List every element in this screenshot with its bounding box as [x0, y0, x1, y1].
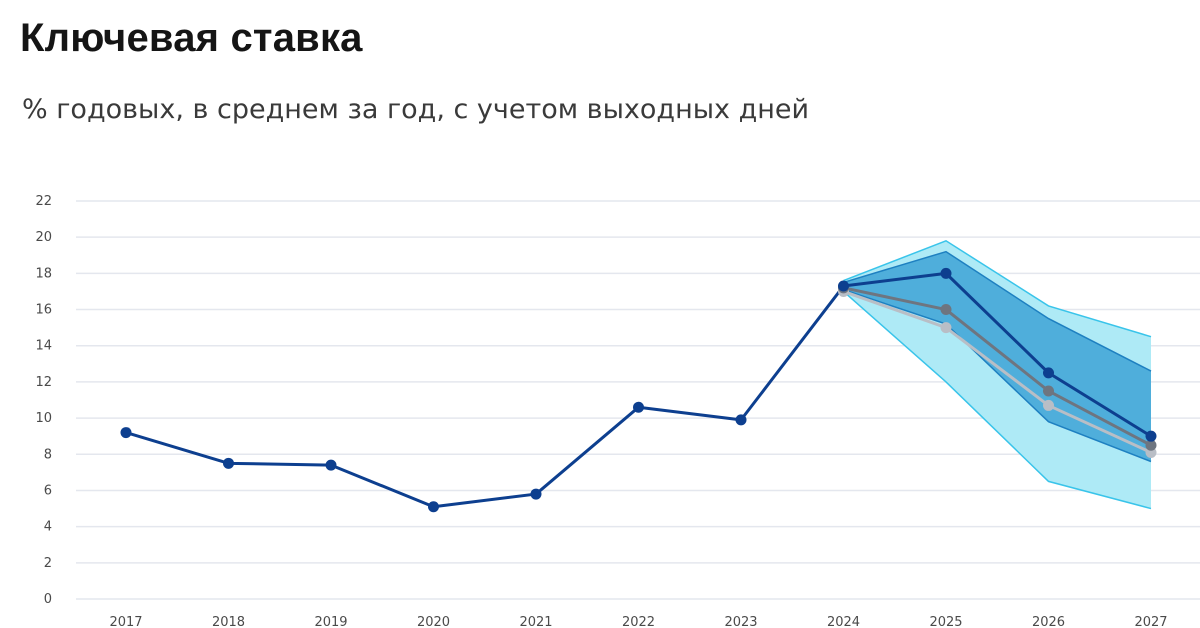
x-tick-label: 2023 — [724, 615, 757, 628]
x-tick-label: 2024 — [827, 615, 860, 628]
x-tick-label: 2027 — [1134, 615, 1167, 628]
series-line — [843, 286, 1152, 447]
data-point — [428, 501, 439, 513]
y-axis-ticks: 0 2 4 6 8 10 12 14 16 18 20 22 — [35, 194, 52, 607]
x-axis-ticks: 2017 2018 2019 2020 2021 2022 2023 2024 2025 2026… — [109, 615, 1167, 628]
y-tick-label: 16 — [35, 303, 52, 318]
data-point — [530, 488, 542, 500]
data-point — [838, 280, 849, 292]
series-points — [120, 267, 1157, 513]
x-tick-label: 2022 — [622, 615, 655, 628]
x-tick-label: 2025 — [929, 615, 962, 628]
data-point — [940, 304, 952, 316]
data-point — [120, 427, 132, 439]
y-tick-label: 14 — [35, 339, 52, 354]
y-tick-label: 10 — [35, 411, 52, 426]
chart-subtitle: % годовых, в среднем за год, с учетом вы… — [22, 94, 810, 125]
band-upper-edge — [843, 250, 1152, 372]
y-tick-label: 8 — [44, 447, 52, 462]
y-tick-label: 4 — [44, 520, 52, 535]
y-tick-label: 0 — [44, 592, 52, 607]
data-point — [1145, 439, 1157, 451]
y-tick-label: 18 — [35, 266, 52, 281]
data-point — [940, 267, 952, 279]
chart-title: Ключевая ставка — [20, 16, 363, 60]
x-tick-label: 2026 — [1032, 615, 1065, 628]
x-tick-label: 2020 — [417, 615, 450, 628]
data-point — [1043, 399, 1054, 411]
y-tick-label: 22 — [35, 194, 52, 209]
band-upper-edge — [843, 239, 1152, 338]
y-tick-label: 20 — [35, 230, 52, 245]
data-point — [940, 322, 952, 334]
y-tick-label: 12 — [35, 375, 52, 390]
band-lower-edge — [843, 290, 1152, 510]
y-tick-label: 6 — [44, 483, 52, 498]
data-point — [223, 457, 234, 469]
data-point — [1043, 367, 1054, 379]
data-point — [1043, 385, 1054, 397]
data-point — [633, 401, 644, 413]
series-line — [843, 290, 1152, 454]
x-tick-label: 2019 — [314, 615, 347, 628]
x-tick-label: 2017 — [109, 615, 142, 628]
data-point — [735, 414, 747, 426]
x-tick-label: 2018 — [212, 615, 245, 628]
data-point — [325, 459, 337, 471]
band-lower-edge — [843, 288, 1152, 463]
y-tick-label: 2 — [44, 556, 52, 571]
x-tick-label: 2021 — [519, 615, 552, 628]
data-point — [1145, 430, 1157, 442]
